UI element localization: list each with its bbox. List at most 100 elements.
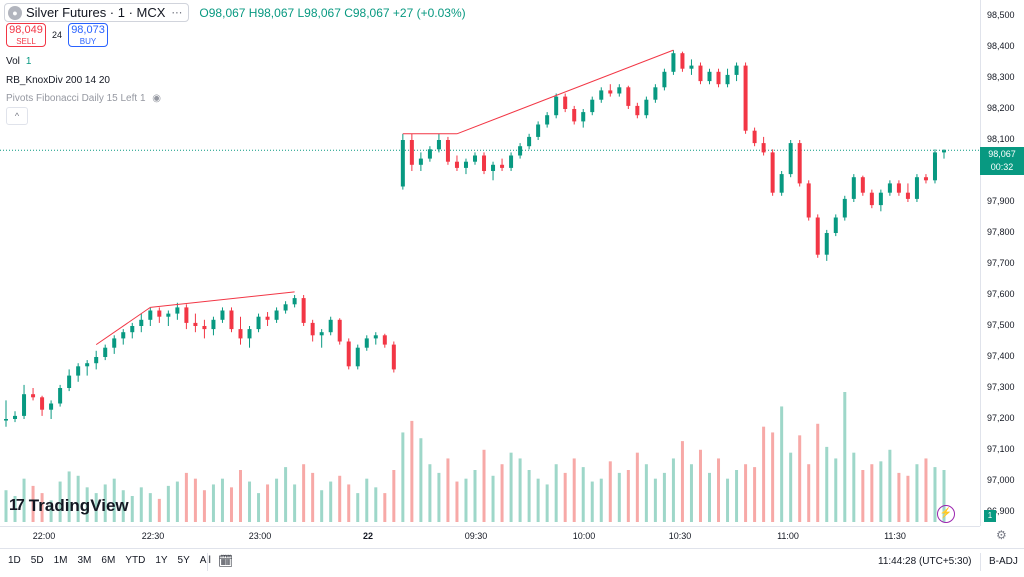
candle-body <box>824 233 829 255</box>
volume-bar <box>563 472 567 522</box>
adjustment-toggle[interactable]: B-ADJ <box>989 556 1018 567</box>
lightning-icon[interactable]: ⚡ <box>937 505 955 523</box>
range-button-1m[interactable]: 1M <box>53 555 68 566</box>
volume-bar <box>419 438 423 522</box>
volume-bar <box>175 481 179 522</box>
volume-bar <box>58 481 62 522</box>
range-button-1y[interactable]: 1Y <box>155 555 168 566</box>
price-tick-label: 97,500 <box>987 320 1015 330</box>
candle-body <box>779 174 784 193</box>
collapse-legend-button[interactable]: ^ <box>6 107 28 125</box>
range-button-ytd[interactable]: YTD <box>125 555 146 566</box>
spread-value: 24 <box>52 30 63 40</box>
sell-price: 98,049 <box>9 24 43 36</box>
volume-bar <box>329 481 333 522</box>
pivots-legend[interactable]: Pivots Fibonacci Daily 15 Left 1 ◉ <box>6 93 161 104</box>
volume-bar <box>94 493 98 522</box>
volume-bar <box>771 432 775 522</box>
volume-bar <box>347 484 351 522</box>
price-tick-label: 97,600 <box>987 289 1015 299</box>
volume-label: Vol <box>6 56 20 67</box>
price-tick-label: 97,800 <box>987 227 1015 237</box>
candle-body <box>454 161 459 168</box>
volume-bar <box>717 458 721 522</box>
knox-legend[interactable]: RB_KnoxDiv 200 14 20 <box>6 75 110 86</box>
price-tick-label: 97,700 <box>987 258 1015 268</box>
candle-body <box>58 388 63 404</box>
dots-icon[interactable]: ⋯ <box>171 7 183 19</box>
volume-bar <box>302 464 306 522</box>
candle-body <box>563 96 568 109</box>
range-button-1d[interactable]: 1D <box>8 555 21 566</box>
range-button-3m[interactable]: 3M <box>77 555 92 566</box>
volume-bar <box>121 490 125 522</box>
volume-bar <box>726 478 730 522</box>
ohlc-readout: O98,067 H98,067 L98,067 C98,067 +27 (+0.… <box>199 5 466 20</box>
symbol-icon: ● <box>8 5 22 20</box>
volume-bar <box>220 478 224 522</box>
volume-bar <box>653 478 657 522</box>
candle-body <box>274 310 279 320</box>
divergence-line <box>95 306 151 346</box>
volume-bar <box>870 464 874 522</box>
volume-legend[interactable]: Vol 1 <box>6 56 31 67</box>
candle-body <box>869 192 874 206</box>
candle-body <box>770 152 775 193</box>
time-tick-label: 10:00 <box>572 531 596 541</box>
candle-body <box>797 143 802 184</box>
price-axis[interactable]: 98,50098,40098,30098,20098,10098,00097,9… <box>980 0 1024 526</box>
volume-bar <box>257 493 261 522</box>
candle-body <box>653 87 658 100</box>
volume-bar <box>365 478 369 522</box>
volume-bar <box>13 496 17 522</box>
volume-bar <box>275 478 279 522</box>
candle-body <box>833 217 838 233</box>
volume-bar <box>581 467 585 522</box>
eye-icon[interactable]: ◉ <box>152 93 162 104</box>
range-button-all[interactable]: All <box>199 555 211 566</box>
volume-bar <box>40 493 44 522</box>
time-axis[interactable]: 22:00 22:30 23:00 22 09:30 10:00 10:30 11:00 11:… <box>0 526 980 549</box>
buy-button[interactable]: 98,073 BUY <box>68 23 109 47</box>
candle-body <box>409 140 414 165</box>
candle-body <box>923 177 928 181</box>
time-tick-label: 22 <box>362 531 374 541</box>
symbol-selector[interactable]: ● Silver Futures · 1 · MCX ⋯ <box>4 3 190 22</box>
volume-bar <box>166 485 170 522</box>
volume-bar <box>518 458 522 522</box>
settings-icon[interactable]: ⚙ <box>996 528 1007 542</box>
candle-body <box>905 192 910 199</box>
volume-bar <box>888 449 892 522</box>
pivots-label: Pivots Fibonacci Daily 15 Left 1 <box>6 93 146 104</box>
calendar-icon[interactable]: 🗓 <box>218 554 234 568</box>
candle-body <box>671 53 676 72</box>
bottom-toolbar: 1D 5D 1M 3M 6M YTD 1Y 5Y All 🗓 11:44:28 (UTC+5:3… <box>0 548 1024 577</box>
volume-bar <box>590 481 594 522</box>
candle-body <box>400 140 405 187</box>
candle-body <box>572 109 577 122</box>
tv-logo-icon: 17 <box>9 497 25 514</box>
volume-bar <box>284 467 288 522</box>
volume-bar <box>644 464 648 522</box>
range-button-6m[interactable]: 6M <box>101 555 116 566</box>
candle-body <box>148 310 153 320</box>
volume-bar <box>545 484 549 522</box>
candle-body <box>617 87 622 94</box>
range-button-5d[interactable]: 5D <box>30 555 44 566</box>
volume-bar <box>572 458 576 522</box>
sell-button[interactable]: 98,049 SELL <box>6 23 46 47</box>
candle-body <box>851 177 856 199</box>
volume-bar <box>31 485 35 522</box>
clock-readout[interactable]: 11:44:28 (UTC+5:30) <box>878 556 972 567</box>
price-tick-label: 98,200 <box>987 103 1015 113</box>
candle-body <box>608 90 613 94</box>
volume-bar <box>428 464 432 522</box>
price-chart[interactable] <box>0 0 980 526</box>
candle-body <box>716 71 721 85</box>
volume-bar <box>76 475 80 522</box>
volume-bar <box>293 484 297 522</box>
buy-price: 98,073 <box>71 24 105 36</box>
candle-body <box>734 65 739 75</box>
range-button-5y[interactable]: 5Y <box>177 555 190 566</box>
volume-bar <box>437 472 441 522</box>
